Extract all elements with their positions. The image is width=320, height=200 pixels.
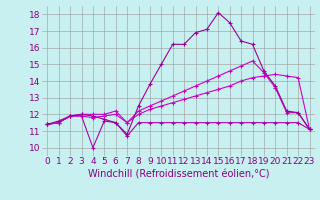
X-axis label: Windchill (Refroidissement éolien,°C): Windchill (Refroidissement éolien,°C) [88, 169, 269, 179]
